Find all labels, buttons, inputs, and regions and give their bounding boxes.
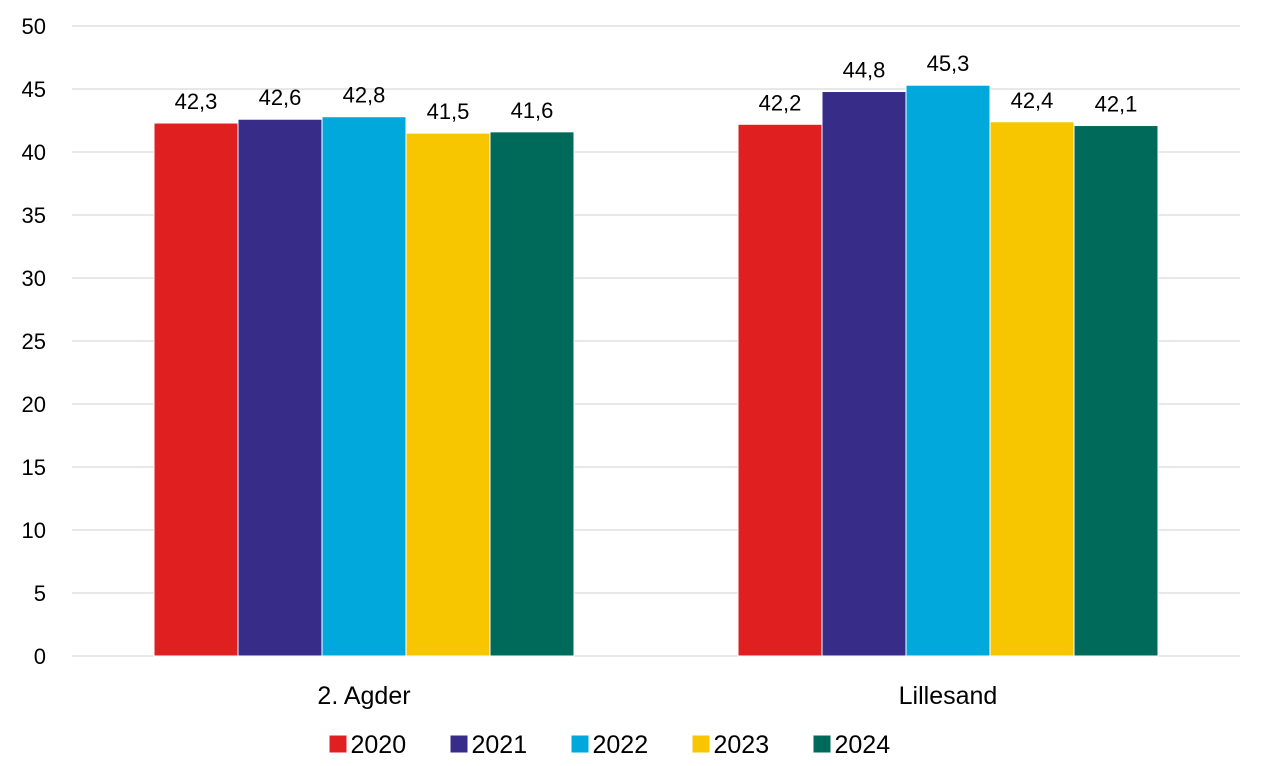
data-label: 42,3 <box>175 89 218 114</box>
legend-swatch <box>692 735 710 753</box>
data-label: 41,6 <box>511 98 554 123</box>
bar-2020-0 <box>153 122 239 657</box>
legend-label: 2022 <box>593 731 649 759</box>
bar-2023-1 <box>989 121 1075 657</box>
bars <box>153 84 1159 657</box>
bar-2024-1 <box>1073 125 1159 657</box>
legend-label: 2020 <box>351 731 407 759</box>
data-label: 42,8 <box>343 83 386 108</box>
bar-2021-1 <box>821 91 907 657</box>
legend-swatch <box>329 735 347 753</box>
bar-2021-0 <box>237 118 323 657</box>
legend-swatch <box>571 735 589 753</box>
y-tick-label: 45 <box>22 77 46 102</box>
y-tick-label: 35 <box>22 203 46 228</box>
bar-2023-0 <box>405 132 491 657</box>
legend-swatch <box>450 735 468 753</box>
category-labels: 2. Agder Lillesand <box>317 682 997 710</box>
y-tick-label: 5 <box>34 581 46 606</box>
bar-2024-0 <box>489 131 575 657</box>
legend-label: 2024 <box>835 731 891 759</box>
bar-2022-1 <box>905 84 991 657</box>
data-label: 42,2 <box>759 90 802 115</box>
y-tick-label: 15 <box>22 455 46 480</box>
category-label: 2. Agder <box>317 682 410 710</box>
data-label: 42,1 <box>1095 92 1138 117</box>
bar-2020-1 <box>737 123 823 657</box>
data-label: 45,3 <box>927 51 970 76</box>
y-tick-label: 10 <box>22 518 46 543</box>
y-tick-label: 20 <box>22 392 46 417</box>
legend-label: 2021 <box>472 731 528 759</box>
category-label: Lillesand <box>899 682 998 710</box>
data-label: 42,6 <box>259 85 302 110</box>
data-label: 42,4 <box>1011 88 1054 113</box>
legend-swatch <box>813 735 831 753</box>
data-labels: 42,3 42,6 42,8 41,5 41,6 42,2 44,8 45,3 42,4 42,1 <box>175 51 1138 124</box>
data-label: 44,8 <box>843 58 886 83</box>
legend-label: 2023 <box>714 731 770 759</box>
bar-2022-0 <box>321 116 407 657</box>
y-tick-label: 25 <box>22 329 46 354</box>
y-tick-label: 30 <box>22 266 46 291</box>
data-label: 41,5 <box>427 99 470 124</box>
y-tick-label: 0 <box>34 644 46 669</box>
y-tick-label: 40 <box>22 140 46 165</box>
y-tick-label: 50 <box>22 14 46 39</box>
y-axis-tick-labels: 0 5 10 15 20 25 30 35 40 45 50 <box>22 14 46 669</box>
legend: 2020 2021 2022 2023 2024 <box>329 731 891 759</box>
